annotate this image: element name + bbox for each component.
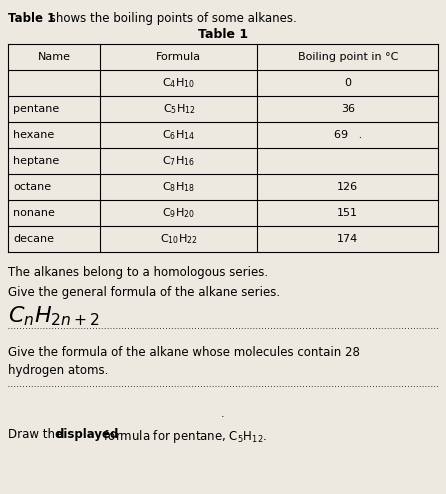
- Text: Name: Name: [38, 52, 71, 62]
- Text: 174: 174: [337, 234, 358, 244]
- Text: heptane: heptane: [13, 156, 59, 166]
- Text: hydrogen atoms.: hydrogen atoms.: [8, 364, 108, 377]
- Text: formula for pentane, $\mathregular{C_5H_{12}}$.: formula for pentane, $\mathregular{C_5H_…: [100, 428, 267, 445]
- Text: nonane: nonane: [13, 208, 55, 218]
- Text: shows the boiling points of some alkanes.: shows the boiling points of some alkanes…: [46, 12, 297, 25]
- Text: $\mathregular{C_{10}H_{22}}$: $\mathregular{C_{10}H_{22}}$: [160, 232, 198, 246]
- Text: Give the general formula of the alkane series.: Give the general formula of the alkane s…: [8, 286, 280, 299]
- Text: 0: 0: [344, 78, 351, 88]
- Text: octane: octane: [13, 182, 51, 192]
- Text: $\mathregular{C_4H_{10}}$: $\mathregular{C_4H_{10}}$: [162, 76, 195, 90]
- Text: 126: 126: [337, 182, 358, 192]
- Text: displayed: displayed: [55, 428, 118, 441]
- Text: Table 1: Table 1: [8, 12, 55, 25]
- Text: 36: 36: [341, 104, 355, 114]
- Text: Formula: Formula: [157, 52, 202, 62]
- Text: hexane: hexane: [13, 130, 54, 140]
- Text: .: .: [221, 409, 225, 419]
- Text: 151: 151: [337, 208, 358, 218]
- Text: $\mathregular{C_6H_{14}}$: $\mathregular{C_6H_{14}}$: [162, 128, 195, 142]
- Text: Draw the: Draw the: [8, 428, 66, 441]
- Text: decane: decane: [13, 234, 54, 244]
- Text: $\mathregular{C_9H_{20}}$: $\mathregular{C_9H_{20}}$: [162, 206, 195, 220]
- Text: pentane: pentane: [13, 104, 59, 114]
- Text: $\mathregular{C_5H_{12}}$: $\mathregular{C_5H_{12}}$: [163, 102, 195, 116]
- Text: Table 1: Table 1: [198, 28, 248, 41]
- Text: Boiling point in °C: Boiling point in °C: [297, 52, 398, 62]
- Text: Give the formula of the alkane whose molecules contain 28: Give the formula of the alkane whose mol…: [8, 346, 360, 359]
- Text: The alkanes belong to a homologous series.: The alkanes belong to a homologous serie…: [8, 266, 268, 279]
- Text: $C_nH_{2n+2}$: $C_nH_{2n+2}$: [8, 304, 100, 328]
- Text: $\mathregular{C_7H_{16}}$: $\mathregular{C_7H_{16}}$: [162, 154, 195, 168]
- Text: $\mathregular{C_8H_{18}}$: $\mathregular{C_8H_{18}}$: [162, 180, 195, 194]
- Text: 69   .: 69 .: [334, 130, 362, 140]
